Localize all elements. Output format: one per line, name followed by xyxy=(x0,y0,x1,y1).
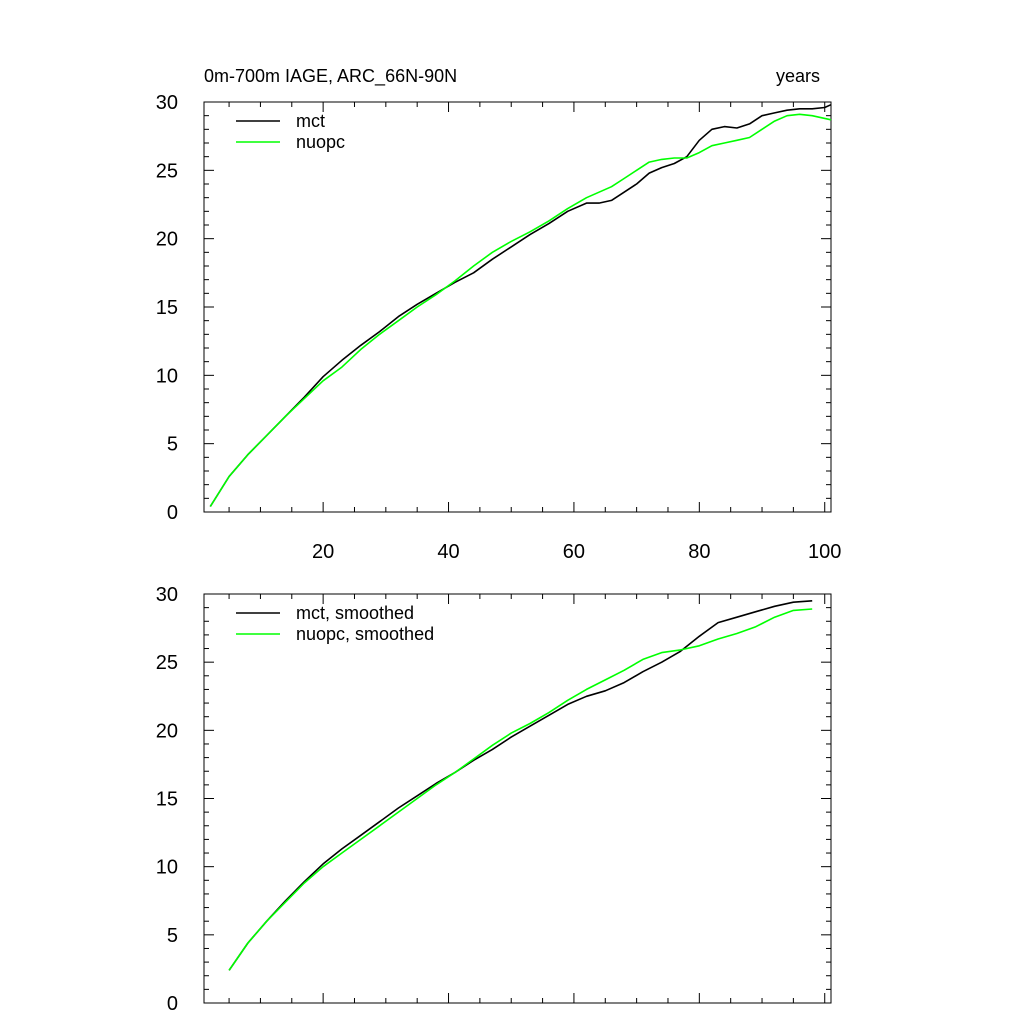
plot-frame xyxy=(203,101,832,513)
legend-label: mct, smoothed xyxy=(296,603,414,623)
plot-title: 0m-700m IAGE, ARC_66N-90N xyxy=(204,66,457,87)
y-tick-label: 10 xyxy=(156,857,178,879)
y-tick-label: 5 xyxy=(167,925,178,947)
legend-label: nuopc, smoothed xyxy=(296,624,434,644)
x-tick-label: 100 xyxy=(808,541,841,563)
x-axis-units-label: years xyxy=(776,66,820,86)
x-tick-label: 20 xyxy=(312,541,334,563)
y-tick-label: 15 xyxy=(156,789,178,811)
legend-label: mct xyxy=(296,111,325,131)
legend-label: nuopc xyxy=(296,132,345,152)
y-tick-label: 0 xyxy=(167,502,178,524)
x-tick-label: 60 xyxy=(563,541,585,563)
series-line-mct-smoothed xyxy=(228,600,813,971)
y-tick-label: 30 xyxy=(156,92,178,114)
series-line-mct xyxy=(209,103,832,507)
y-tick-label: 20 xyxy=(156,229,178,251)
y-tick-label: 30 xyxy=(156,584,178,606)
y-tick-label: 10 xyxy=(156,365,178,387)
x-tick-label: 40 xyxy=(437,541,459,563)
y-tick-label: 5 xyxy=(167,434,178,456)
series-line-nuopc xyxy=(209,113,832,507)
plot-frame xyxy=(203,593,832,1004)
y-tick-label: 25 xyxy=(156,652,178,674)
y-tick-label: 15 xyxy=(156,297,178,319)
x-tick-label: 80 xyxy=(688,541,710,563)
y-tick-label: 0 xyxy=(167,993,178,1015)
y-tick-label: 25 xyxy=(156,160,178,182)
y-tick-label: 20 xyxy=(156,720,178,742)
series-line-nuopc-smoothed xyxy=(228,608,813,971)
